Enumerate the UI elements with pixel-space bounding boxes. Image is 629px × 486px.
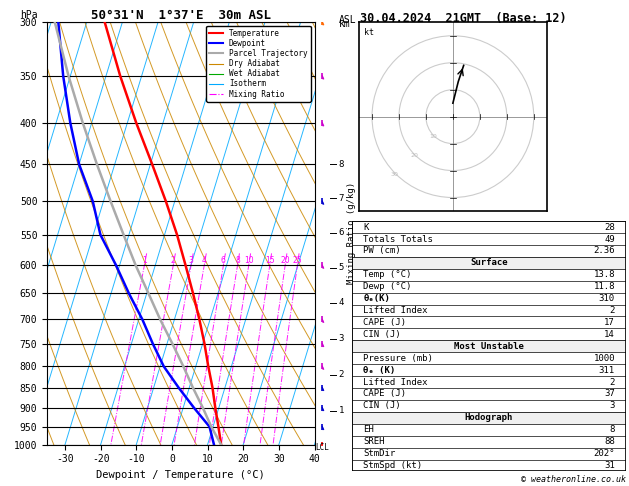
Text: 17: 17 <box>604 318 615 327</box>
Text: Most Unstable: Most Unstable <box>454 342 524 351</box>
Text: 2: 2 <box>338 370 344 380</box>
Text: 11.8: 11.8 <box>593 282 615 291</box>
Bar <box>352 281 626 293</box>
Text: 25: 25 <box>292 256 302 265</box>
Text: 10: 10 <box>244 256 253 265</box>
Text: EH: EH <box>363 425 374 434</box>
Text: Temp (°C): Temp (°C) <box>363 270 411 279</box>
Text: 5: 5 <box>338 263 344 272</box>
Text: 28: 28 <box>604 223 615 232</box>
X-axis label: Dewpoint / Temperature (°C): Dewpoint / Temperature (°C) <box>96 470 265 480</box>
Text: StmSpd (kt): StmSpd (kt) <box>363 461 422 470</box>
Bar <box>352 221 626 233</box>
Text: 8: 8 <box>338 160 344 169</box>
Bar <box>352 340 626 352</box>
Text: 49: 49 <box>604 235 615 243</box>
Text: 6: 6 <box>338 228 344 237</box>
Text: 31: 31 <box>604 461 615 470</box>
Text: Hodograph: Hodograph <box>465 413 513 422</box>
Bar <box>352 329 626 340</box>
Text: 4: 4 <box>338 298 344 308</box>
Text: hPa: hPa <box>20 10 38 20</box>
Text: SREH: SREH <box>363 437 385 446</box>
Bar <box>352 459 626 471</box>
Text: CIN (J): CIN (J) <box>363 330 401 339</box>
Bar <box>352 364 626 376</box>
Legend: Temperature, Dewpoint, Parcel Trajectory, Dry Adiabat, Wet Adiabat, Isotherm, Mi: Temperature, Dewpoint, Parcel Trajectory… <box>206 26 311 102</box>
Text: 2: 2 <box>610 378 615 386</box>
Bar <box>352 245 626 257</box>
Text: CAPE (J): CAPE (J) <box>363 318 406 327</box>
Text: 2: 2 <box>171 256 175 265</box>
Bar <box>352 293 626 305</box>
Text: Dewp (°C): Dewp (°C) <box>363 282 411 291</box>
Text: Totals Totals: Totals Totals <box>363 235 433 243</box>
Bar <box>352 376 626 388</box>
Bar <box>352 257 626 269</box>
Text: 6: 6 <box>221 256 226 265</box>
Text: 2.36: 2.36 <box>593 246 615 256</box>
Text: 88: 88 <box>604 437 615 446</box>
Text: 1: 1 <box>338 406 344 416</box>
Text: 30: 30 <box>391 173 399 177</box>
Text: 20: 20 <box>410 153 418 158</box>
Bar <box>352 400 626 412</box>
Text: Lifted Index: Lifted Index <box>363 378 428 386</box>
Text: 202°: 202° <box>593 449 615 458</box>
Text: CAPE (J): CAPE (J) <box>363 389 406 399</box>
Text: StmDir: StmDir <box>363 449 396 458</box>
Text: 10: 10 <box>430 134 437 139</box>
Text: kt: kt <box>364 28 374 37</box>
Text: PW (cm): PW (cm) <box>363 246 401 256</box>
Text: 8: 8 <box>610 425 615 434</box>
Title: 50°31'N  1°37'E  30m ASL: 50°31'N 1°37'E 30m ASL <box>91 9 271 22</box>
Text: 311: 311 <box>599 365 615 375</box>
Text: 13.8: 13.8 <box>593 270 615 279</box>
Text: 310: 310 <box>599 294 615 303</box>
Bar <box>352 388 626 400</box>
Text: 14: 14 <box>604 330 615 339</box>
Text: 8: 8 <box>235 256 240 265</box>
Bar <box>352 412 626 424</box>
Bar <box>352 352 626 364</box>
Text: 1: 1 <box>142 256 147 265</box>
Bar <box>352 316 626 329</box>
Bar <box>352 448 626 459</box>
Text: θₑ (K): θₑ (K) <box>363 365 396 375</box>
Text: Pressure (mb): Pressure (mb) <box>363 354 433 363</box>
Text: 4: 4 <box>202 256 207 265</box>
Text: CIN (J): CIN (J) <box>363 401 401 410</box>
Text: 3: 3 <box>189 256 194 265</box>
Text: km: km <box>338 19 350 29</box>
Bar <box>352 435 626 448</box>
Bar <box>352 233 626 245</box>
Bar <box>352 424 626 435</box>
Text: 3: 3 <box>610 401 615 410</box>
Text: 1000: 1000 <box>593 354 615 363</box>
Text: θₑ(K): θₑ(K) <box>363 294 390 303</box>
Text: 15: 15 <box>265 256 275 265</box>
Text: Mixing Ratio (g/kg): Mixing Ratio (g/kg) <box>347 182 355 284</box>
Text: ASL: ASL <box>338 15 357 25</box>
Text: 30.04.2024  21GMT  (Base: 12): 30.04.2024 21GMT (Base: 12) <box>360 12 567 25</box>
Text: Surface: Surface <box>470 259 508 267</box>
Bar <box>352 269 626 281</box>
Text: K: K <box>363 223 369 232</box>
Text: Lifted Index: Lifted Index <box>363 306 428 315</box>
Text: 3: 3 <box>338 334 344 344</box>
Text: 2: 2 <box>610 306 615 315</box>
Text: 7: 7 <box>338 194 344 203</box>
Text: 37: 37 <box>604 389 615 399</box>
Text: LCL: LCL <box>315 443 330 452</box>
Text: 20: 20 <box>281 256 290 265</box>
Bar <box>352 305 626 316</box>
Text: © weatheronline.co.uk: © weatheronline.co.uk <box>521 474 626 484</box>
